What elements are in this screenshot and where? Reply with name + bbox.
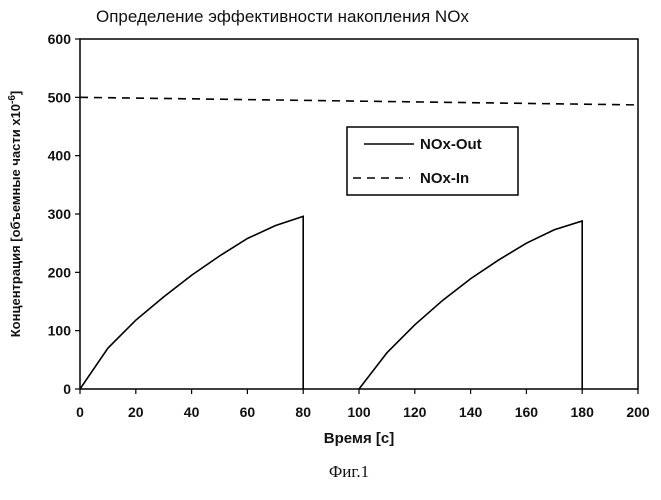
x-tick-label: 40 — [184, 404, 200, 420]
plot-frame — [80, 39, 638, 389]
y-axis-label-main: Концентрация [объемные части x10 — [8, 104, 23, 337]
x-tick-label: 180 — [571, 404, 595, 420]
legend-label-nox-in: NOx-In — [420, 170, 469, 187]
y-tick-label: 100 — [48, 323, 72, 339]
series-line-nox-out — [80, 216, 582, 389]
x-tick-label: 200 — [626, 404, 650, 420]
y-axis: 0 100 200 300 400 500 600 — [48, 31, 80, 397]
x-tick-label: 100 — [347, 404, 371, 420]
y-axis-label-suffix: ] — [8, 91, 23, 95]
x-tick-label: 60 — [240, 404, 256, 420]
x-tick-label: 120 — [403, 404, 427, 420]
y-tick-label: 500 — [48, 89, 72, 105]
legend-label-nox-out: NOx-Out — [420, 136, 482, 153]
x-axis: 0 20 40 60 80 100 120 140 160 180 200 — [76, 389, 650, 420]
y-axis-label: Концентрация [объемные части x10-6] — [7, 91, 23, 338]
chart-title: Определение эффективности накопления NOx — [96, 7, 469, 26]
figure-caption: Фиг.1 — [329, 462, 369, 481]
y-tick-label: 200 — [48, 264, 72, 280]
x-tick-label: 80 — [295, 404, 311, 420]
legend: NOx-Out NOx-In — [347, 127, 518, 195]
series-line-nox-in — [80, 97, 638, 105]
y-tick-label: 600 — [48, 31, 72, 47]
x-tick-label: 160 — [515, 404, 539, 420]
y-tick-label: 300 — [48, 206, 72, 222]
y-tick-label: 400 — [48, 148, 72, 164]
x-tick-label: 20 — [128, 404, 144, 420]
y-tick-label: 0 — [63, 381, 71, 397]
x-axis-label: Время [c] — [324, 430, 395, 447]
x-tick-label: 0 — [76, 404, 84, 420]
x-tick-label: 140 — [459, 404, 483, 420]
